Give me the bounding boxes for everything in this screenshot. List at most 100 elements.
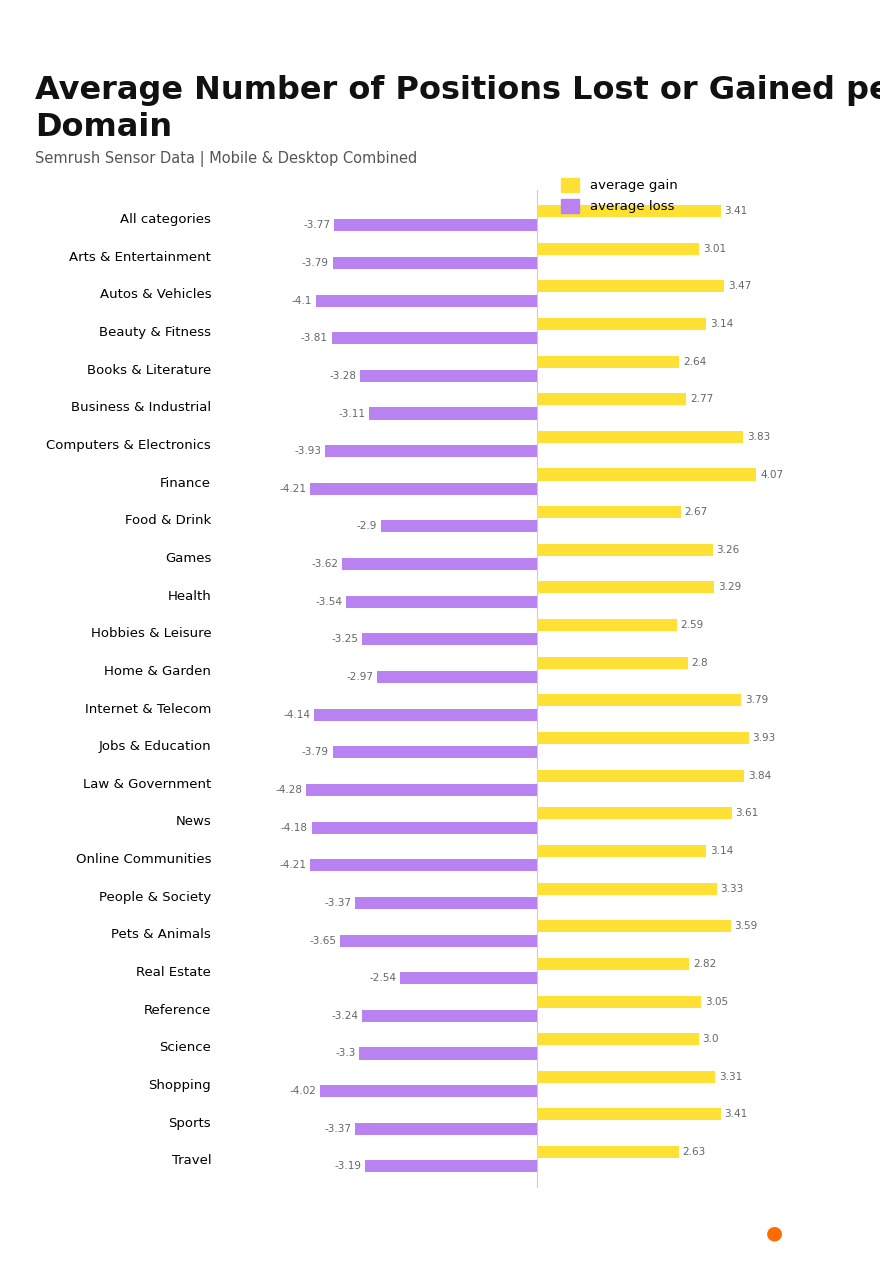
Text: -3.25: -3.25 [331, 634, 358, 644]
Text: 2.67: 2.67 [685, 508, 708, 517]
Text: -3.19: -3.19 [334, 1161, 362, 1171]
Text: 3.14: 3.14 [710, 846, 733, 856]
Text: -3.62: -3.62 [312, 560, 338, 570]
Bar [356, 1123, 537, 1134]
Text: -3.37: -3.37 [325, 1124, 352, 1134]
Bar [537, 468, 757, 481]
Bar [537, 1146, 678, 1158]
Text: -3.54: -3.54 [315, 596, 342, 606]
Text: -2.54: -2.54 [370, 974, 396, 984]
Bar [381, 520, 537, 533]
Text: -4.21: -4.21 [279, 484, 306, 494]
Text: -3.81: -3.81 [301, 333, 328, 343]
Bar [537, 1109, 721, 1120]
Bar [359, 1047, 537, 1060]
Text: ●: ● [766, 1223, 783, 1243]
Text: 3.0: 3.0 [702, 1034, 719, 1044]
Bar [537, 844, 707, 857]
Bar [400, 972, 537, 984]
Bar [326, 446, 537, 457]
Text: -4.1: -4.1 [292, 295, 312, 305]
Text: 3.84: 3.84 [748, 771, 771, 781]
Bar [333, 746, 537, 758]
Bar [537, 694, 741, 706]
Text: 3.41: 3.41 [724, 1109, 748, 1119]
Text: -4.21: -4.21 [279, 861, 306, 870]
Text: -3.79: -3.79 [302, 258, 329, 268]
Text: -2.97: -2.97 [346, 672, 373, 682]
Bar [310, 860, 537, 871]
Text: 3.29: 3.29 [718, 582, 741, 592]
Bar [537, 995, 701, 1008]
Bar [310, 482, 537, 495]
Bar [377, 671, 537, 684]
Bar [537, 882, 716, 895]
Bar [356, 896, 537, 909]
Bar [537, 920, 730, 932]
Bar [537, 581, 715, 594]
Text: -4.14: -4.14 [283, 710, 310, 719]
Bar [365, 1161, 537, 1172]
Bar [314, 709, 537, 720]
Bar [537, 356, 679, 367]
Bar [537, 808, 731, 819]
Text: 2.63: 2.63 [683, 1147, 706, 1157]
Bar [341, 934, 537, 947]
Bar [316, 295, 537, 306]
Text: 2.82: 2.82 [693, 958, 716, 968]
Bar [312, 822, 537, 833]
Bar [537, 205, 721, 216]
Text: 2.59: 2.59 [680, 620, 704, 630]
Text: 3.33: 3.33 [721, 884, 744, 894]
Bar [537, 619, 677, 632]
Bar [360, 370, 537, 382]
Text: -3.65: -3.65 [310, 936, 336, 946]
Bar [537, 544, 713, 556]
Text: 2.77: 2.77 [690, 394, 714, 404]
Text: 3.47: 3.47 [728, 281, 751, 291]
Text: semrush.com: semrush.com [22, 1227, 112, 1239]
Text: 4.07: 4.07 [760, 470, 783, 480]
Text: 3.61: 3.61 [736, 808, 759, 818]
Text: 3.41: 3.41 [724, 206, 748, 216]
Bar [537, 732, 749, 744]
Text: 3.83: 3.83 [747, 432, 771, 442]
Bar [342, 558, 537, 570]
Text: 3.59: 3.59 [734, 922, 758, 932]
Bar [363, 1010, 537, 1022]
Text: 3.01: 3.01 [703, 243, 726, 253]
Text: -3.24: -3.24 [332, 1010, 359, 1020]
Bar [334, 219, 537, 232]
Text: 3.79: 3.79 [745, 695, 768, 705]
Bar [333, 257, 537, 268]
Bar [537, 243, 700, 254]
Text: -3.79: -3.79 [302, 747, 329, 757]
Bar [537, 280, 724, 292]
Text: Average Number of Positions Lost or Gained per
Domain: Average Number of Positions Lost or Gain… [35, 75, 880, 143]
Text: -4.28: -4.28 [275, 785, 303, 795]
Bar [346, 596, 537, 608]
Bar [537, 430, 744, 443]
Text: -4.18: -4.18 [281, 823, 308, 833]
Bar [537, 318, 707, 330]
Text: -3.37: -3.37 [325, 898, 352, 908]
Bar [306, 784, 537, 796]
Legend: average gain, average loss: average gain, average loss [561, 177, 678, 214]
Bar [537, 770, 744, 781]
Text: -3.28: -3.28 [329, 371, 356, 381]
Bar [537, 958, 689, 970]
Text: Semrush Sensor Data | Mobile & Desktop Combined: Semrush Sensor Data | Mobile & Desktop C… [35, 151, 417, 167]
Text: -3.3: -3.3 [335, 1048, 356, 1058]
Text: 2.8: 2.8 [692, 658, 708, 667]
Text: 2.64: 2.64 [683, 357, 707, 367]
Text: -3.93: -3.93 [295, 446, 321, 456]
Text: 3.05: 3.05 [705, 996, 729, 1006]
Text: -4.02: -4.02 [290, 1086, 317, 1096]
Text: 3.31: 3.31 [719, 1072, 743, 1082]
Bar [320, 1085, 537, 1098]
Text: 3.14: 3.14 [710, 319, 733, 329]
Text: 3.93: 3.93 [752, 733, 776, 743]
Bar [537, 506, 681, 518]
Text: 3.26: 3.26 [716, 544, 740, 555]
Text: ● SEMRUSH: ● SEMRUSH [737, 1224, 858, 1242]
